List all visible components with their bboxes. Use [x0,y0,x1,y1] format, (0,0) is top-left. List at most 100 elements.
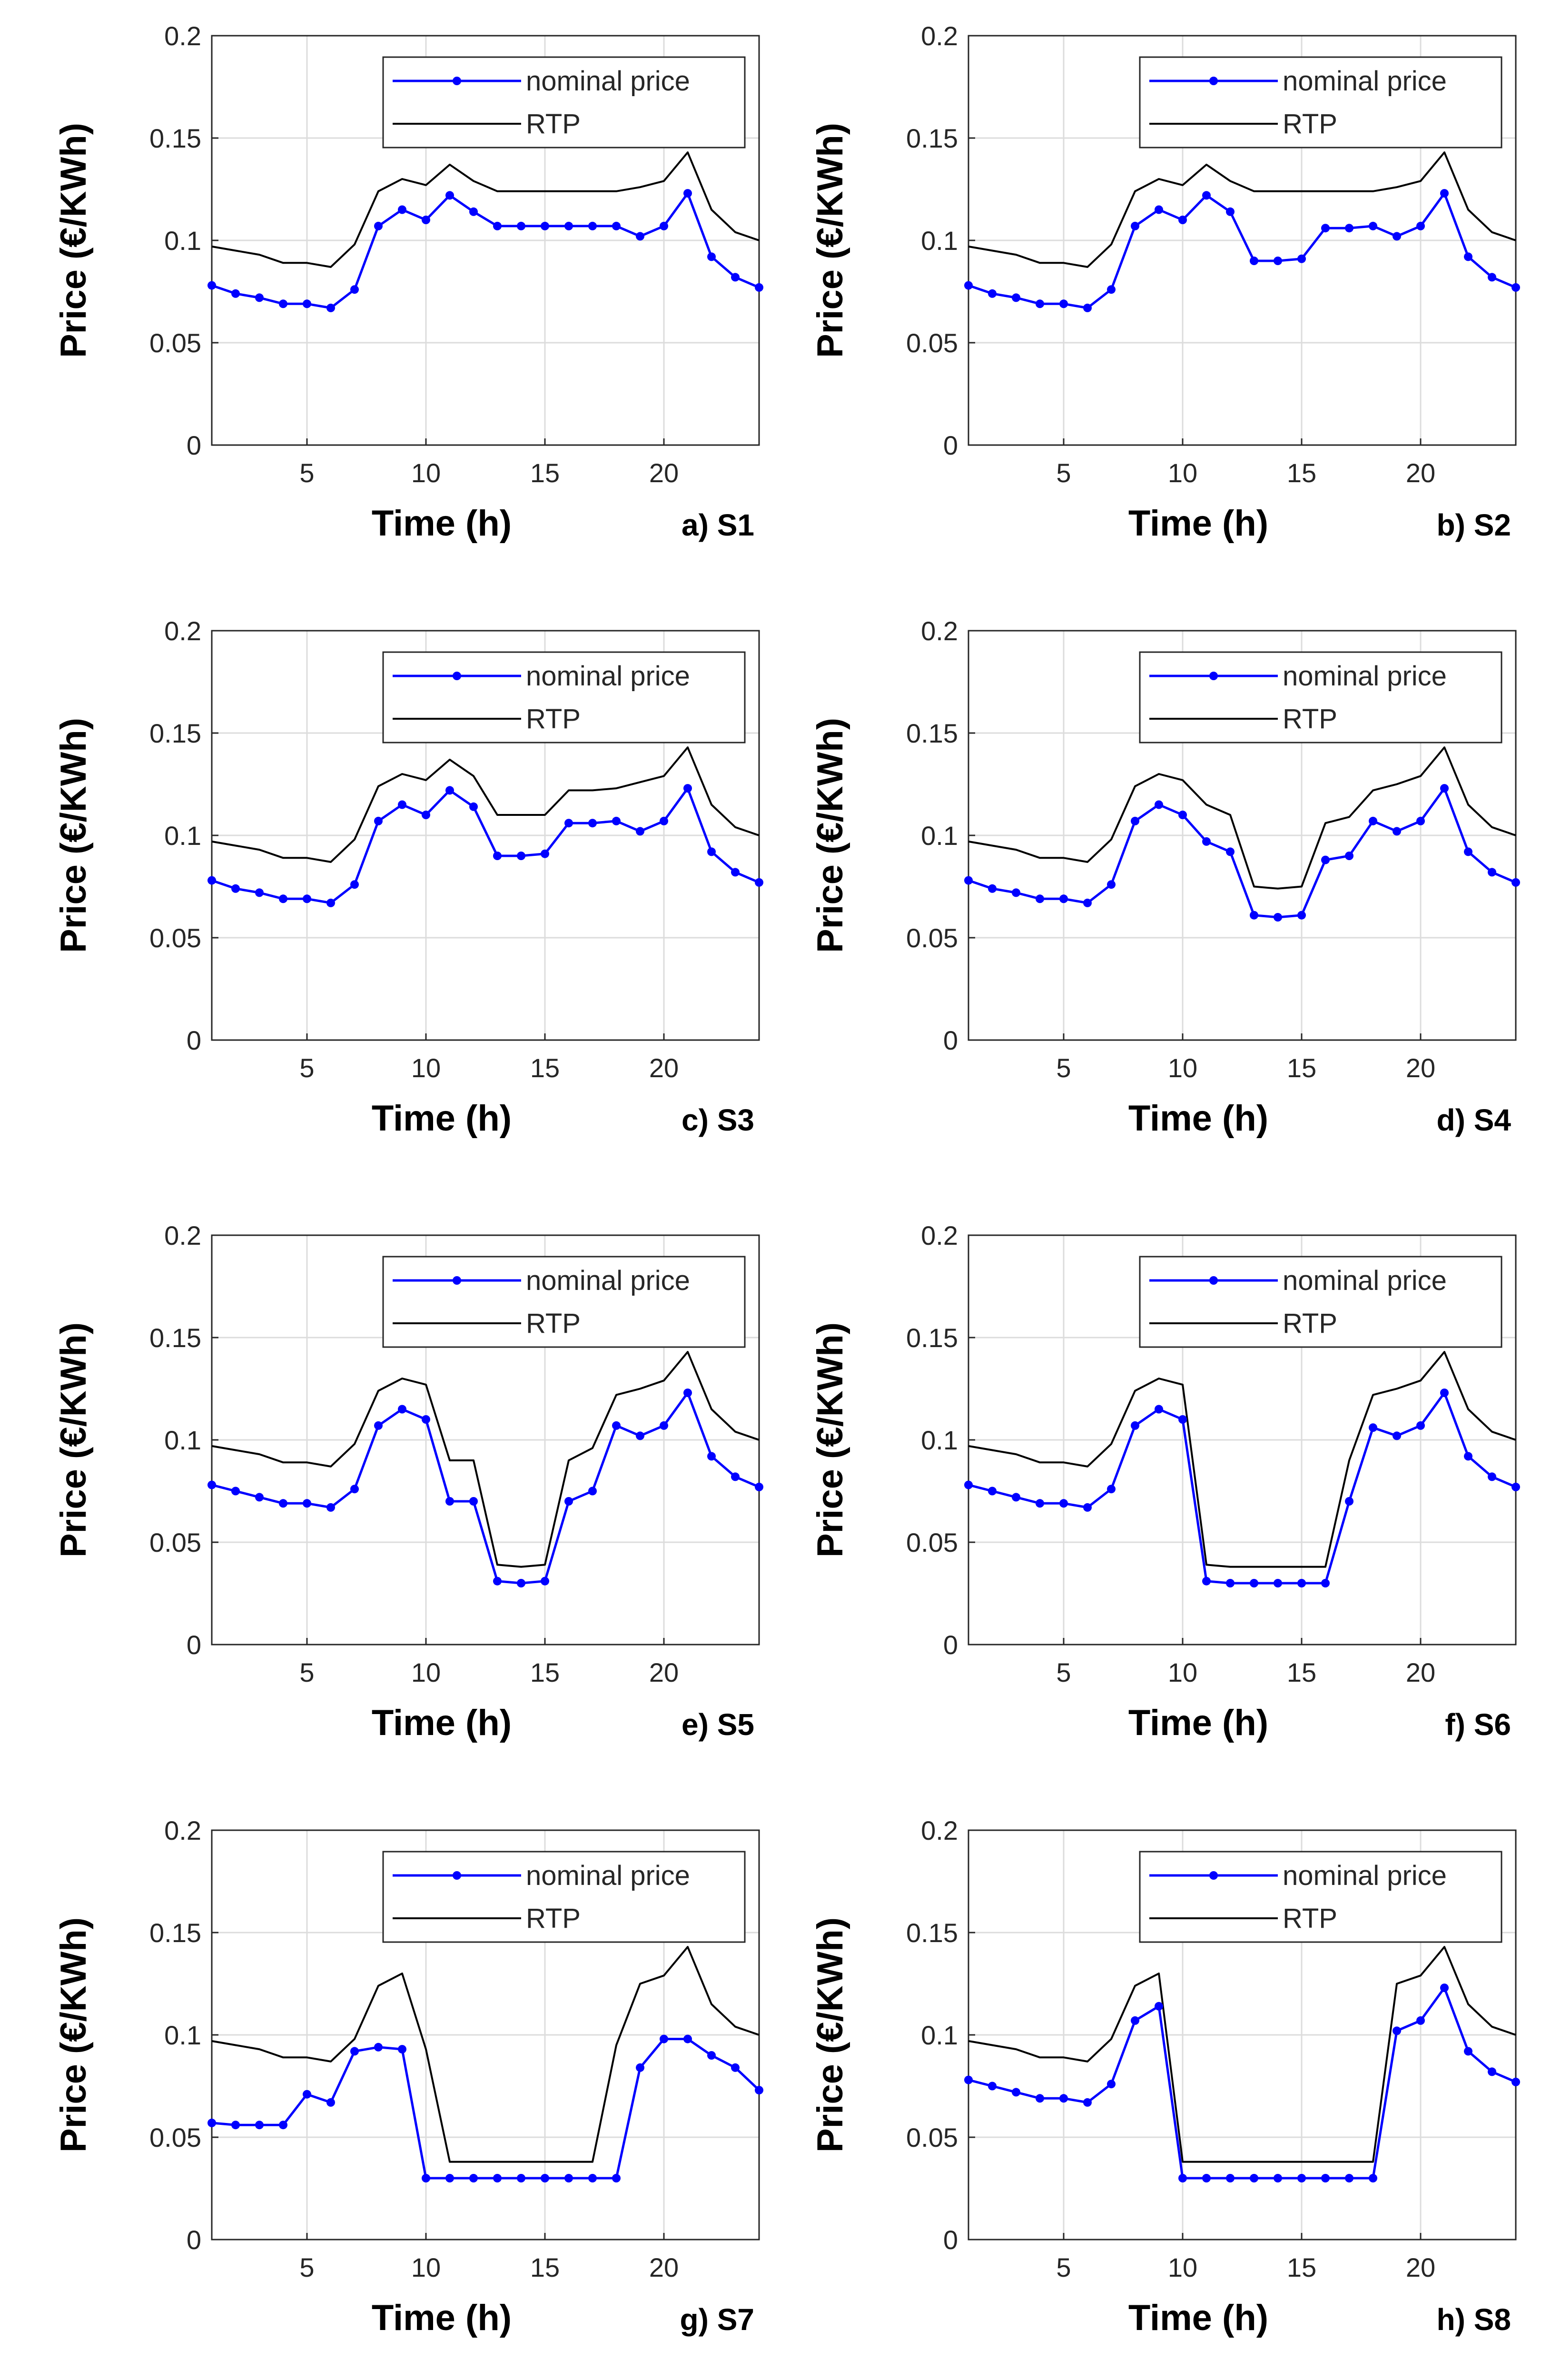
data-point [660,1421,668,1430]
x-axis-label: Time (h) [1128,503,1268,544]
data-point [1345,852,1353,860]
x-axis-label: Time (h) [1128,2298,1268,2338]
data-point [1107,1485,1116,1494]
data-point [1440,1983,1449,1993]
data-point [1131,221,1139,230]
legend-label-nominal-price: nominal price [526,1860,690,1891]
data-point [1131,1421,1139,1430]
data-point [1321,1579,1330,1587]
data-point [1369,1423,1377,1432]
data-point [303,299,311,308]
subplot-label: b) S2 [1437,508,1511,542]
data-point [564,2174,573,2182]
chart-svg: 5 10 15 20 0 0.05 0.1 0.15 0.2 Time (h) Price (€/K… [810,616,1520,1139]
subplot-label: e) S5 [682,1707,754,1742]
x-tick-label: 5 [1056,458,1071,488]
data-point [636,827,644,836]
data-point [541,2174,549,2182]
legend-label-rtp: RTP [526,1308,581,1339]
data-point [541,1577,549,1586]
y-tick-label: 0.15 [149,1323,201,1353]
data-point [279,894,287,903]
y-tick-label: 0.1 [921,226,958,256]
legend-label-rtp: RTP [526,1903,581,1934]
x-tick-label: 15 [530,1053,560,1083]
x-tick-label: 10 [411,458,441,488]
x-tick-label: 5 [299,458,314,488]
y-tick-label: 0.2 [164,1220,201,1250]
data-point [1155,2002,1163,2011]
legend-marker [1209,672,1218,680]
y-tick-label: 0.15 [906,123,958,153]
data-point [1202,1577,1211,1586]
x-tick-label: 5 [299,1053,314,1083]
chart-panel-e: 5 10 15 20 0 0.05 0.1 0.15 0.2 Time (h) Price (€/K… [0,1200,763,1785]
data-point [1107,285,1116,294]
data-point [493,2174,502,2182]
data-point [1178,216,1187,224]
data-point [683,189,692,198]
x-tick-label: 15 [1287,458,1316,488]
chart-svg: 5 10 15 20 0 0.05 0.1 0.15 0.2 Time (h) Price (€/K… [810,1220,1520,1743]
data-point [1131,816,1139,825]
data-point [279,299,287,308]
series-line-rtp [211,151,760,268]
x-axis-label: Time (h) [372,503,512,544]
x-tick-label: 15 [530,2252,560,2282]
data-point [636,1431,644,1440]
y-tick-label: 0.05 [906,2122,958,2152]
data-point [1511,878,1520,887]
y-tick-label: 0.05 [149,328,201,358]
y-tick-label: 0 [187,1630,201,1660]
data-point [1178,811,1187,819]
y-tick-label: 0 [187,2225,201,2255]
data-point [279,1499,287,1508]
data-point [1036,2094,1044,2103]
y-tick-label: 0.1 [164,1425,201,1455]
data-point [1036,1499,1044,1508]
series-line-nominal-price [211,2038,760,2180]
data-point [398,800,406,809]
data-point [988,2082,997,2091]
data-point [564,221,573,230]
x-tick-label: 10 [1168,1657,1197,1687]
y-tick-label: 0.05 [906,1527,958,1557]
data-point [326,898,335,907]
data-point [1416,221,1425,230]
x-tick-label: 5 [1056,1657,1071,1687]
legend-marker [453,1276,461,1285]
chart-svg: 5 10 15 20 0 0.05 0.1 0.15 0.2 Time (h) Price (€/K… [53,21,763,544]
x-tick-label: 15 [1287,1657,1316,1687]
y-tick-label: 0.15 [906,1323,958,1353]
x-tick-label: 20 [1406,458,1435,488]
y-axis-label: Price (€/KWh) [53,123,94,358]
y-tick-label: 0.2 [921,21,958,51]
data-point [731,273,740,282]
y-tick-label: 0.2 [921,1815,958,1845]
data-point [1107,880,1116,889]
y-tick-label: 0 [943,1025,958,1055]
legend-label-rtp: RTP [1283,1308,1337,1339]
chart-svg: 5 10 15 20 0 0.05 0.1 0.15 0.2 Time (h) Price (€/K… [810,1815,1520,2338]
data-point [517,221,525,230]
data-point [1464,2047,1472,2056]
data-point [255,1493,264,1502]
data-point [445,2174,454,2182]
chart-panel-b: 5 10 15 20 0 0.05 0.1 0.15 0.2 Time (h) Price (€/K… [757,0,1520,585]
data-point [636,2063,644,2072]
y-axis-label: Price (€/KWh) [53,718,94,953]
x-tick-label: 5 [299,2252,314,2282]
y-tick-label: 0.05 [906,923,958,953]
legend-label-rtp: RTP [1283,109,1337,139]
subplot-label: d) S4 [1437,1103,1511,1137]
legend-marker [1209,77,1218,85]
data-point [1059,894,1068,903]
series-line-rtp [968,746,1516,890]
legend-box [382,1256,746,1348]
data-point [469,1497,478,1506]
data-point [707,2051,716,2060]
y-axis-label: Price (€/KWh) [810,123,850,358]
x-tick-label: 20 [1406,2252,1435,2282]
subplot-label: h) S8 [1437,2302,1511,2337]
y-axis-label: Price (€/KWh) [53,1917,94,2152]
